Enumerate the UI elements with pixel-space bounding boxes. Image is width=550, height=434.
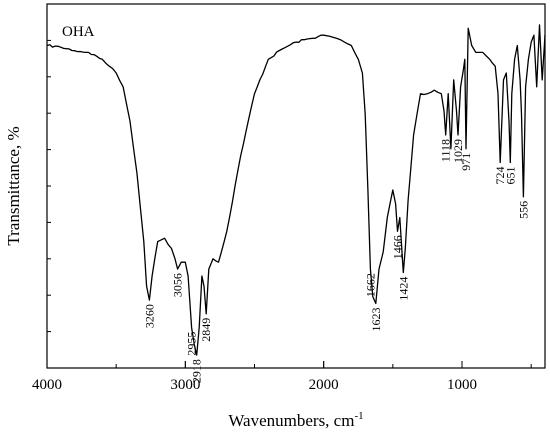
x-axis-title-superscript: -1 xyxy=(354,410,363,422)
peak-label-1662: 1662 xyxy=(363,273,377,297)
peak-label-556: 556 xyxy=(516,201,530,219)
peak-label-1424: 1424 xyxy=(396,277,410,301)
x-axis-title: Wavenumbers, cm-1 xyxy=(228,410,363,430)
y-axis-ticks xyxy=(47,39,51,333)
x-tick-label: 3000 xyxy=(170,377,200,393)
y-axis-title: Transmittance, % xyxy=(4,126,23,245)
peak-label-651: 651 xyxy=(503,167,517,185)
x-axis-title-main: Wavenumbers, cm xyxy=(228,411,354,430)
peak-label-1118: 1118 xyxy=(439,139,453,162)
peak-label-3056: 3056 xyxy=(171,273,185,297)
spectrum-line xyxy=(46,24,546,356)
peak-label-1029: 1029 xyxy=(451,139,465,163)
x-tick-label: 2000 xyxy=(309,377,339,393)
peak-labels: 3260 3056 2955 2918 2849 1662 1623 1466 1424 1118… xyxy=(142,139,530,383)
peak-label-971: 971 xyxy=(459,153,473,171)
peak-label-2918: 2918 xyxy=(190,359,204,383)
peak-label-3260: 3260 xyxy=(142,304,156,328)
peak-label-724: 724 xyxy=(493,167,507,185)
plot-frame xyxy=(46,3,546,369)
peak-label-2955: 2955 xyxy=(185,332,199,356)
x-tick-label: 1000 xyxy=(447,377,477,393)
series-label: OHA xyxy=(62,24,95,40)
x-axis-ticks: 4000 3000 2000 1000 xyxy=(32,361,532,393)
peak-label-1623: 1623 xyxy=(369,308,383,332)
x-tick-label: 4000 xyxy=(32,377,62,393)
peak-label-2849: 2849 xyxy=(199,318,213,342)
peak-label-1466: 1466 xyxy=(391,235,405,259)
